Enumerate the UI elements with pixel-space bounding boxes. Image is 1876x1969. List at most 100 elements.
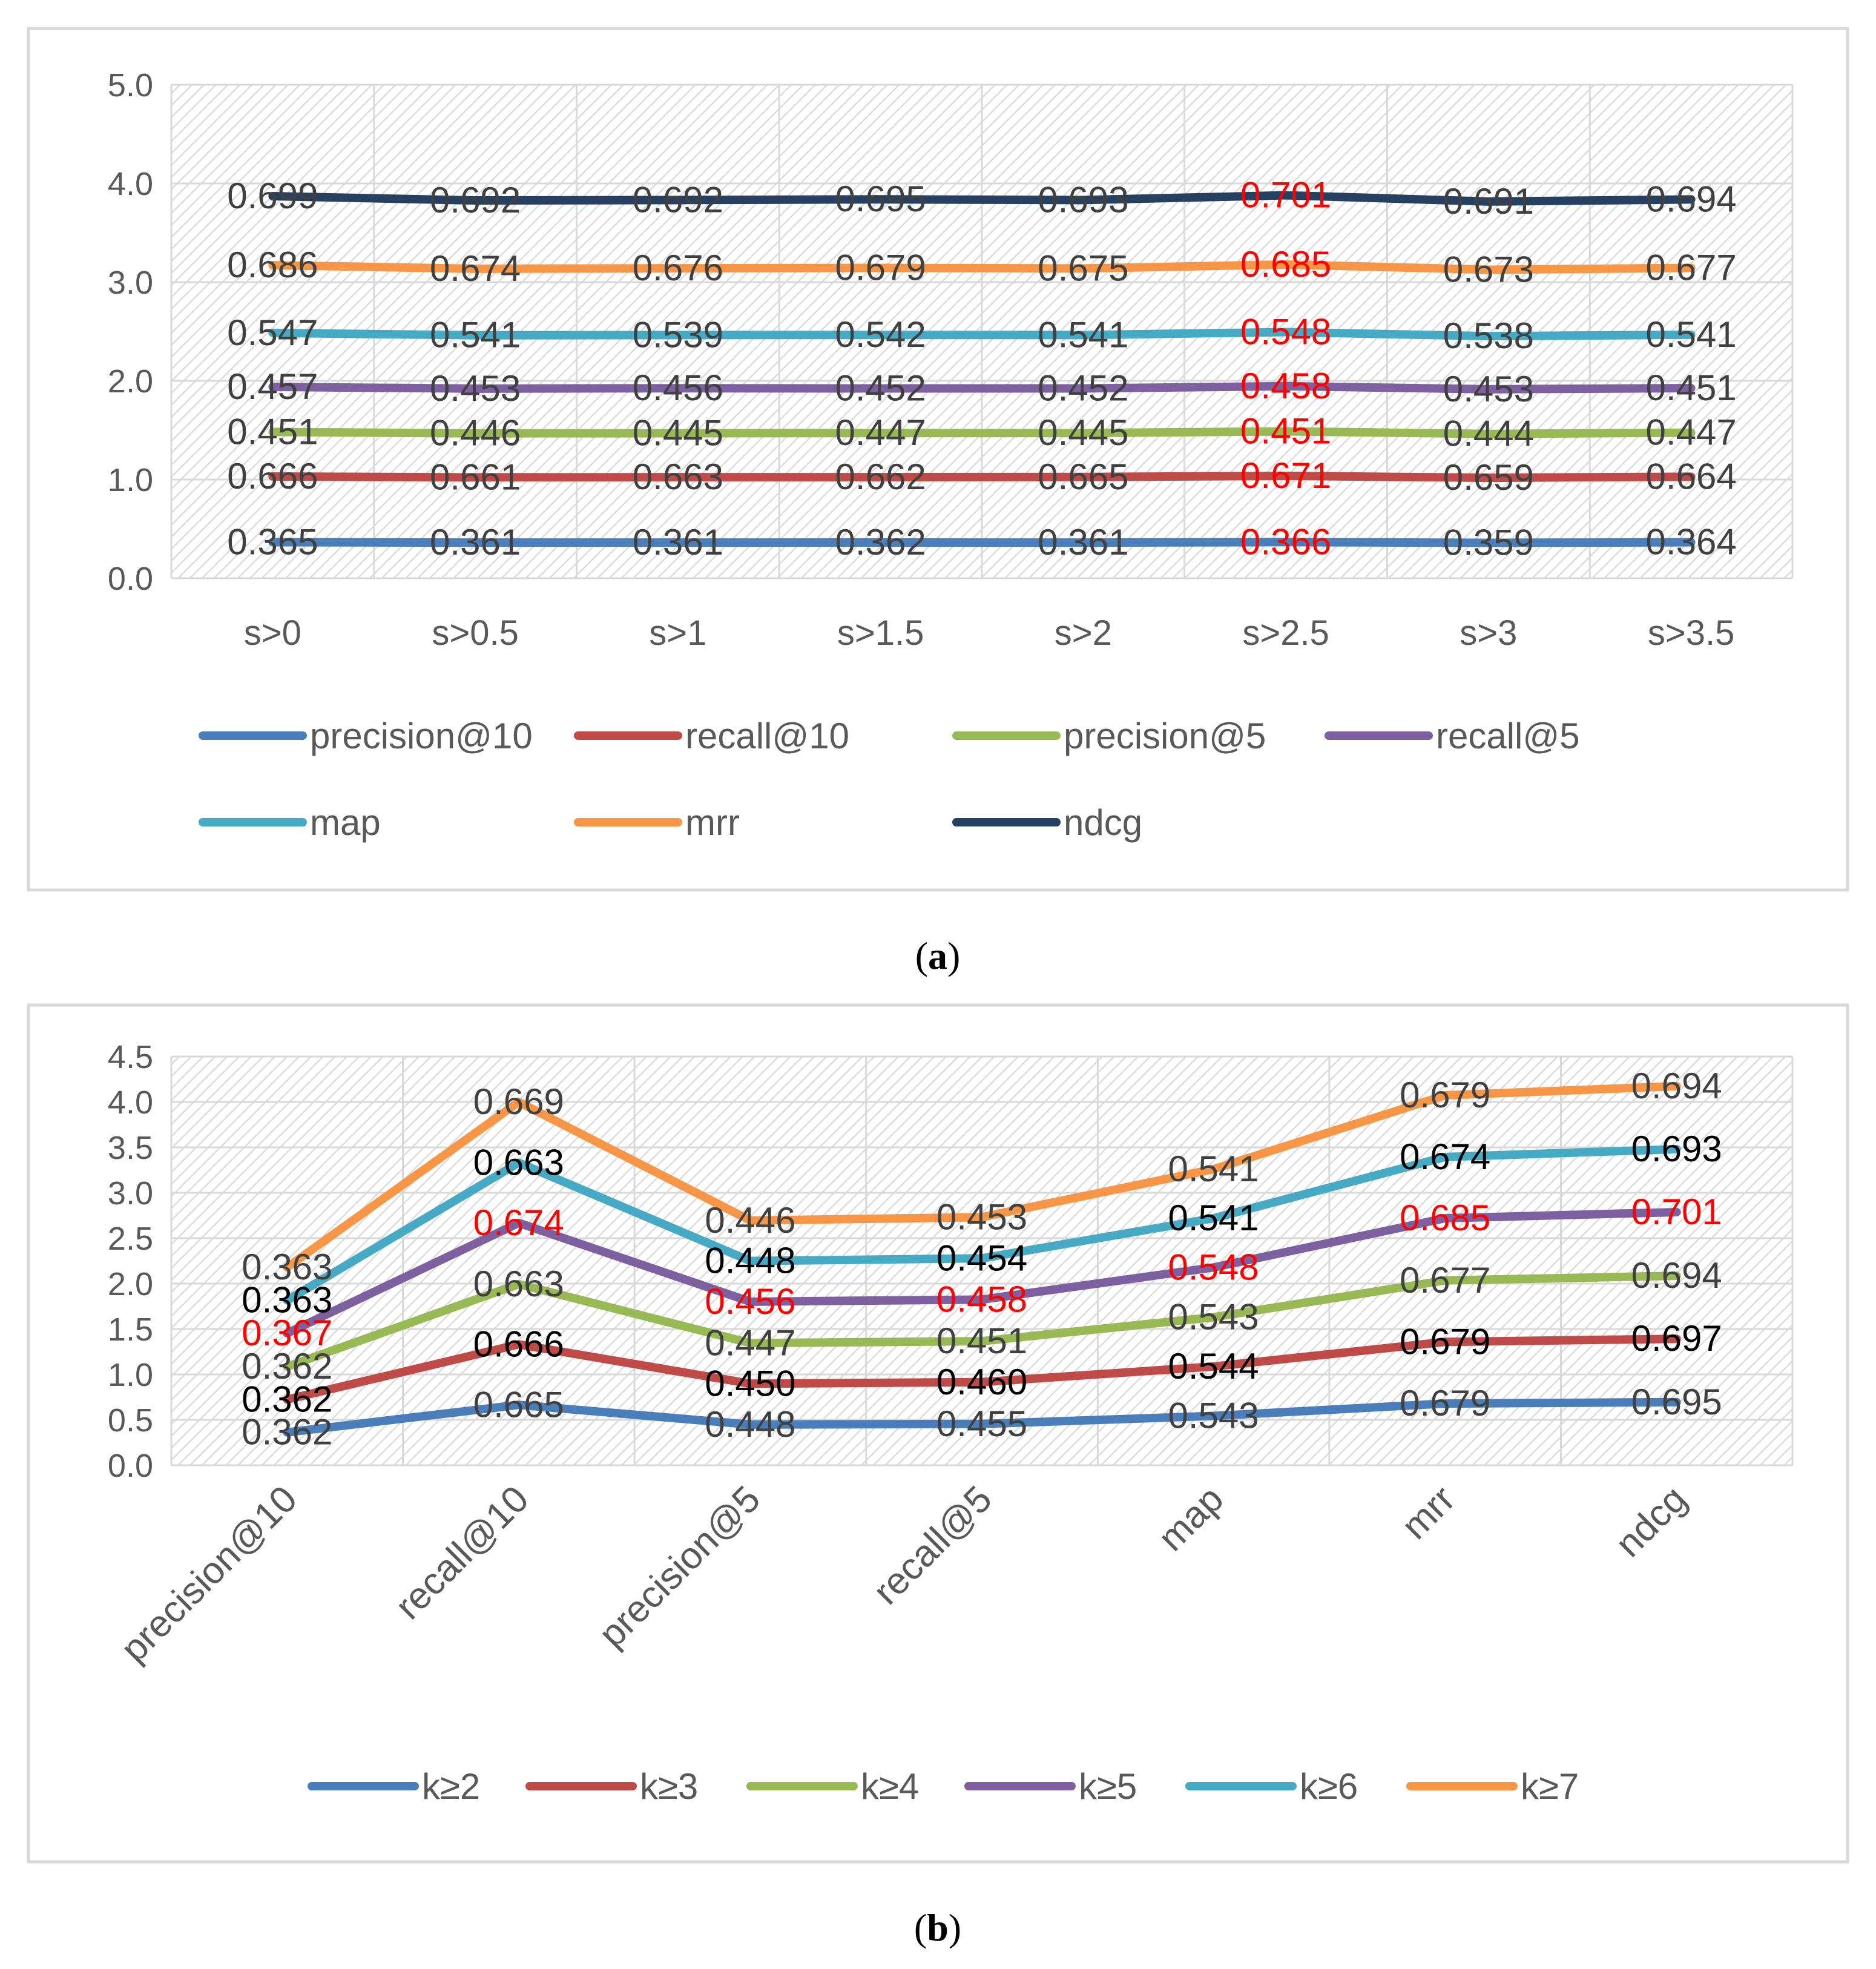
chart-b-data-label: 0.448	[705, 1241, 795, 1281]
chart-a-data-label: 0.444	[1443, 414, 1534, 454]
chart-b-data-label: 0.455	[936, 1403, 1027, 1444]
chart-a-series-line-recall-10	[268, 471, 1696, 483]
chart-a-data-label: 0.457	[227, 366, 318, 407]
chart-b-data-label: 0.363	[242, 1280, 332, 1321]
chart-a-data-label: 0.692	[633, 179, 723, 220]
chart-b-data-label: 0.679	[1400, 1321, 1490, 1362]
chart-b-data-label: 0.666	[473, 1324, 564, 1364]
chart-a-data-label: 0.671	[1240, 455, 1331, 496]
chart-a-y-tick-label: 3.0	[108, 265, 153, 301]
chart-b-data-label: 0.663	[473, 1264, 564, 1304]
chart-a-data-label: 0.539	[633, 314, 723, 355]
chart-a-data-label: 0.364	[1646, 522, 1737, 562]
chart-b-data-label: 0.447	[705, 1322, 795, 1363]
chart-b-data-label: 0.453	[936, 1196, 1027, 1237]
chart-b-series-line-k-2	[283, 1397, 1681, 1437]
chart-b-data-label: 0.450	[705, 1363, 795, 1403]
chart-a-series-line-precision-10	[268, 538, 1696, 547]
chart-b-data-label: 0.543	[1168, 1297, 1259, 1337]
chart-b-data-label: 0.685	[1400, 1198, 1490, 1238]
chart-b-data-label: 0.362	[242, 1412, 332, 1453]
chart-b-data-label: 0.448	[705, 1404, 795, 1445]
chart-a-data-label: 0.686	[227, 245, 318, 285]
chart-a-data-label: 0.541	[1646, 314, 1737, 355]
chart-a-data-label: 0.676	[633, 248, 723, 288]
chart-b-data-label: 0.665	[473, 1384, 564, 1425]
chart-b-series-line-k-5	[283, 1207, 1681, 1338]
chart-b-y-tick-label: 3.5	[108, 1130, 153, 1166]
chart-b-series-line-k-6	[283, 1145, 1681, 1305]
chart-a-data-label: 0.679	[835, 248, 926, 288]
chart-a-data-label: 0.665	[1038, 457, 1128, 497]
chart-a-data-label: 0.693	[1038, 179, 1128, 220]
chart-a-data-label: 0.447	[1646, 412, 1737, 453]
chart-a-legend-label-ndcg: ndcg	[1064, 802, 1142, 843]
chart-b-legend-label-k-2: k≥2	[422, 1766, 480, 1807]
chart-b-data-label: 0.543	[1168, 1396, 1259, 1436]
caption-a: (a)	[915, 934, 961, 977]
chart-a-data-label: 0.666	[227, 456, 318, 496]
chart-a-data-label: 0.452	[1038, 368, 1128, 409]
chart-b-series-line-k-4	[283, 1271, 1681, 1371]
chart-a-data-label: 0.446	[430, 413, 521, 453]
chart-b-data-label: 0.456	[705, 1281, 795, 1322]
chart-b-data-label: 0.677	[1400, 1260, 1490, 1301]
chart-a-y-tick-label: 0.0	[108, 561, 153, 597]
chart-b-data-label: 0.460	[936, 1362, 1027, 1402]
chart-a-data-label: 0.361	[633, 522, 723, 562]
chart-b-y-tick-label: 2.0	[108, 1266, 153, 1302]
chart-a-data-label: 0.359	[1443, 522, 1534, 562]
chart-a-data-label: 0.547	[227, 312, 318, 353]
chart-a-data-label: 0.541	[430, 315, 521, 355]
chart-a-data-label: 0.692	[430, 180, 521, 220]
chart-a-series-line-mrr	[268, 260, 1696, 274]
chart-a-data-label: 0.548	[1240, 311, 1331, 352]
chart-a-data-label: 0.659	[1443, 457, 1534, 498]
chart-a-series-line-ndcg	[268, 191, 1696, 206]
chart-a-data-label: 0.661	[430, 457, 521, 497]
chart-b-data-label: 0.451	[936, 1321, 1027, 1361]
chart-b-data-label: 0.674	[1400, 1136, 1490, 1177]
chart-a-data-label: 0.453	[430, 368, 521, 409]
chart-a-data-label: 0.695	[835, 179, 926, 219]
chart-b-data-label: 0.362	[242, 1379, 332, 1419]
chart-a-data-label: 0.674	[430, 248, 521, 289]
chart-b-data-label: 0.697	[1631, 1318, 1722, 1359]
chart-a-data-label: 0.542	[835, 314, 926, 355]
chart-a-data-label: 0.453	[1443, 369, 1534, 409]
chart-b-data-label: 0.694	[1631, 1066, 1722, 1106]
chart-a-legend-label-map: map	[310, 802, 381, 843]
chart-a-legend-label-mrr: mrr	[685, 802, 740, 843]
chart-a-data-label: 0.445	[633, 413, 723, 453]
chart-b-legend-label-k-7: k≥7	[1521, 1766, 1579, 1807]
chart-a-data-label: 0.366	[1240, 521, 1331, 562]
chart-a-data-label: 0.361	[430, 522, 521, 562]
chart-a-x-tick-label: s>0.5	[432, 613, 519, 653]
chart-a-y-tick-label: 4.0	[108, 166, 153, 202]
chart-a-y-tick-label: 2.0	[108, 363, 153, 400]
chart-a-data-label: 0.673	[1443, 249, 1534, 289]
chart-a: 0.365 0.361 0.361 0.362 0.361 0.366 0.359 0.364…	[27, 27, 1849, 892]
chart-b-data-label: 0.669	[473, 1081, 564, 1122]
chart-b-data-label: 0.363	[242, 1247, 332, 1287]
chart-a-data-label: 0.361	[1038, 522, 1128, 562]
chart-b-y-tick-label: 1.5	[108, 1311, 153, 1348]
chart-a-y-tick-label: 5.0	[108, 67, 153, 104]
chart-a-y-tick-label: 1.0	[108, 462, 153, 498]
chart-a-data-label: 0.701	[1240, 175, 1331, 216]
chart-a-legend-label-precision-10: precision@10	[310, 716, 533, 756]
chart-b-legend-label-k-3: k≥3	[640, 1766, 698, 1807]
chart-b-legend-label-k-5: k≥5	[1079, 1766, 1137, 1807]
chart-b-y-tick-label: 0.5	[108, 1402, 153, 1439]
chart-a-x-tick-label: s>1.5	[837, 613, 924, 653]
chart-a-data-label: 0.456	[633, 368, 723, 408]
chart-a-data-label: 0.685	[1240, 244, 1331, 285]
chart-a-data-label: 0.362	[835, 522, 926, 562]
chart-a-data-label: 0.541	[1038, 314, 1128, 355]
chart-a-x-tick-label: s>3.5	[1648, 613, 1735, 653]
chart-b-data-label: 0.541	[1168, 1198, 1259, 1238]
chart-a-series-line-precision-5	[268, 427, 1696, 438]
chart-a-data-label: 0.458	[1240, 366, 1331, 406]
chart-a-series-line-recall-5	[268, 381, 1696, 394]
